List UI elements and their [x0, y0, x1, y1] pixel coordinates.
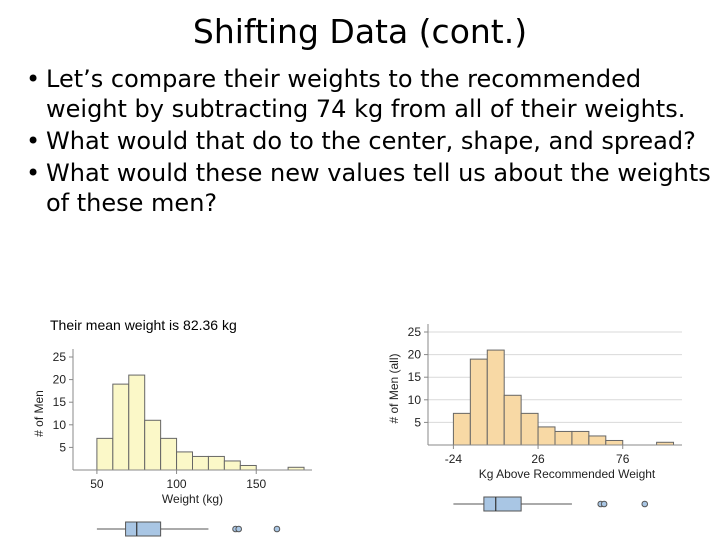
weight-histogram-chart: 5 10 15 20 25 50 100 150 Weight (kg) # of Men: [32, 349, 312, 537]
slide-title: Shifting Data (cont.): [192, 12, 528, 51]
bullet-list: • Let’s compare their weights to the rec…: [26, 64, 716, 220]
bullet-text: Let’s compare their weights to the recom…: [46, 65, 686, 123]
histogram-bar: [112, 383, 130, 471]
histogram-bar: [176, 451, 193, 471]
histogram-bar: [207, 455, 225, 471]
x-tick-label: 76: [616, 452, 630, 466]
histogram-bar: [486, 349, 505, 446]
boxplot-outlier: [273, 525, 281, 533]
boxplot-box: [483, 496, 522, 512]
histogram-bar: [128, 374, 146, 471]
histogram-bar: [96, 437, 114, 471]
boxplot-outlier: [235, 525, 243, 533]
y-tick-label: 20: [53, 373, 67, 387]
bullet-text: What would that do to the center, shape,…: [46, 127, 696, 155]
bullet-icon: •: [26, 127, 41, 155]
histogram-bar: [537, 426, 556, 446]
histogram-bar: [469, 358, 488, 446]
histogram-bar: [605, 439, 624, 446]
y-tick-label: 25: [408, 325, 422, 339]
histogram-bar: [588, 435, 607, 446]
histogram-bar: [554, 430, 573, 446]
x-tick-label: 50: [90, 477, 104, 491]
x-tick-label: 150: [246, 477, 266, 491]
boxplot-outlier: [641, 500, 649, 508]
y-tick-label: 10: [53, 418, 67, 432]
y-tick-label: 15: [408, 370, 422, 384]
histogram-bar: [223, 460, 241, 471]
bullet-icon: •: [26, 159, 41, 187]
histogram-bar: [571, 430, 590, 446]
histogram-bar: [144, 419, 162, 471]
y-axis-label: # of Men (all): [387, 353, 401, 423]
x-axis-label: Weight (kg): [162, 492, 223, 506]
boxplot-outlier: [600, 500, 608, 508]
x-tick-label: 26: [531, 452, 545, 466]
bullet-text: What would these new values tell us abou…: [46, 159, 711, 217]
boxplot-box: [125, 521, 162, 537]
y-tick-label: 20: [408, 348, 422, 362]
y-tick-label: 25: [53, 350, 67, 364]
histogram-bar: [452, 412, 471, 446]
histogram-bar: [239, 464, 257, 471]
y-axis-label: # of Men: [32, 390, 46, 437]
histogram-bar: [160, 437, 178, 471]
bullet-item: • What would these new values tell us ab…: [26, 158, 716, 218]
x-tick-label: -24: [445, 452, 463, 466]
bullet-item: • What would that do to the center, shap…: [26, 126, 716, 156]
y-tick-label: 5: [414, 415, 421, 429]
x-tick-label: 100: [167, 477, 187, 491]
y-tick-label: 15: [53, 395, 67, 409]
histogram-bar: [503, 394, 522, 446]
bullet-icon: •: [26, 65, 41, 93]
mean-note: Their mean weight is 82.36 kg: [50, 317, 237, 333]
bullet-item: • Let’s compare their weights to the rec…: [26, 64, 716, 124]
x-axis-label: Kg Above Recommended Weight: [479, 467, 656, 481]
histogram-bar: [192, 455, 209, 471]
y-tick-label: 5: [59, 440, 66, 454]
histogram-bar: [520, 412, 539, 446]
y-tick-label: 10: [408, 393, 422, 407]
